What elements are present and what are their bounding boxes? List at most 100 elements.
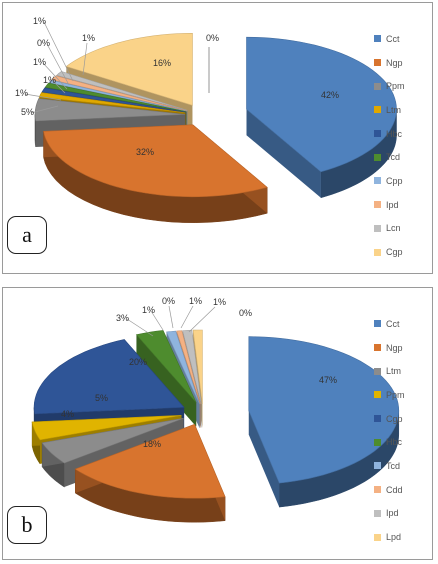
legend-item-lcn: Lcn: [374, 217, 426, 241]
legend-swatch: [374, 82, 381, 90]
data-label-cct: 47%: [319, 375, 337, 385]
slice-ngp: [43, 124, 268, 223]
legend-item-ppm: Ppm: [374, 383, 426, 407]
legend-item-ipd: Ipd: [374, 193, 426, 217]
legend-swatch: [374, 367, 381, 375]
legend-swatch: [374, 224, 381, 232]
legend-label: Ltm: [386, 104, 402, 115]
legend-label: Ipd: [386, 199, 399, 210]
legend-swatch: [374, 320, 381, 328]
legend-item-ngp: Ngp: [374, 336, 426, 360]
data-label-hbc: 3%: [116, 313, 129, 323]
leader-line: [150, 310, 164, 331]
data-label-ltm: 1%: [15, 88, 28, 98]
legend-item-ltm: Ltm: [374, 98, 426, 122]
slice-cct: [246, 36, 397, 199]
legend-label: Ipd: [386, 508, 399, 519]
legend-label: Cgp: [386, 413, 403, 424]
legend-swatch: [374, 344, 381, 352]
leader-line: [24, 93, 62, 101]
legend-swatch: [374, 415, 381, 423]
leader-line: [82, 42, 88, 76]
legend-label: Ngp: [386, 57, 403, 68]
legend-swatch: [374, 59, 381, 67]
chart-panel-a: 42% 32% 5% 1% 1% 1% 0% 1% 1% 16% 0% Cct Ngp Ppm Ltm Hb…: [2, 2, 433, 274]
legend-swatch: [374, 153, 381, 161]
slice-hbc: [135, 330, 197, 427]
data-label-cdd: 0%: [162, 296, 175, 306]
data-label-ngp: 18%: [143, 439, 161, 449]
legend-item-ppm: Ppm: [374, 74, 426, 98]
data-label-extra: 0%: [206, 33, 219, 43]
legend-label: Lcn: [386, 223, 401, 234]
data-label-cpp: 0%: [37, 38, 50, 48]
legend-a: Cct Ngp Ppm Ltm Hbc Tcd Cpp Ipd Lcn Cgp: [374, 27, 426, 264]
legend-swatch: [374, 130, 381, 138]
legend-label: Ngp: [386, 342, 403, 353]
legend-label: Cdd: [386, 484, 403, 495]
legend-label: Cct: [386, 33, 400, 44]
legend-label: Tcd: [386, 460, 401, 471]
legend-item-cgp: Cgp: [374, 407, 426, 431]
legend-swatch: [374, 177, 381, 185]
data-label-lpd: 1%: [213, 297, 226, 307]
legend-item-ltm: Ltm: [374, 359, 426, 383]
data-label-cgp: 16%: [153, 58, 171, 68]
legend-b: Cct Ngp Ltm Ppm Cgp Hbc Tcd Cdd Ipd Lpd: [374, 312, 426, 549]
legend-item-lpd: Lpd: [374, 525, 426, 549]
panel-label-a: a: [7, 216, 47, 254]
data-label-cgp: 20%: [129, 357, 147, 367]
legend-label: Ppm: [386, 81, 405, 92]
legend-label: Hbc: [386, 437, 403, 448]
legend-item-hbc: Hbc: [374, 122, 426, 146]
legend-item-ipd: Ipd: [374, 502, 426, 526]
legend-swatch: [374, 35, 381, 43]
chart-panel-b: 47% 18% 5% 4% 20% 3% 1% 0% 1% 1% 0% Cct Ngp Ltm Ppm Cg…: [2, 287, 433, 560]
legend-swatch: [374, 106, 381, 114]
legend-item-cct: Cct: [374, 27, 426, 51]
legend-label: Cpp: [386, 175, 403, 186]
data-label-tcd: 1%: [33, 57, 46, 67]
leader-line: [126, 318, 154, 337]
legend-item-cgp: Cgp: [374, 240, 426, 264]
legend-label: Lpd: [386, 532, 402, 543]
data-label-ppm: 4%: [61, 409, 74, 419]
leader-line: [42, 62, 68, 90]
legend-swatch: [374, 438, 381, 446]
data-label-hbc: 1%: [43, 75, 56, 85]
legend-swatch: [374, 248, 381, 256]
leader-line: [43, 21, 74, 82]
legend-swatch: [374, 201, 381, 209]
leader-line: [30, 105, 59, 114]
data-label-ltm: 5%: [95, 393, 108, 403]
slice-cct: [248, 336, 400, 508]
legend-item-tcd: Tcd: [374, 454, 426, 478]
data-label-lcn: 1%: [82, 33, 95, 43]
legend-item-cdd: Cdd: [374, 478, 426, 502]
legend-item-hbc: Hbc: [374, 430, 426, 454]
data-label-ngp: 32%: [136, 147, 154, 157]
legend-item-ngp: Ngp: [374, 51, 426, 75]
leader-line: [46, 43, 70, 86]
leader-line: [168, 305, 174, 329]
legend-label: Ppm: [386, 389, 405, 400]
leader-line: [180, 305, 194, 329]
data-label-extra: 0%: [239, 308, 252, 318]
legend-swatch: [374, 533, 381, 541]
data-label-ipd: 1%: [189, 296, 202, 306]
legend-label: Hbc: [386, 128, 403, 139]
legend-swatch: [374, 391, 381, 399]
legend-label: Cct: [386, 318, 400, 329]
leader-line: [188, 306, 216, 333]
legend-item-cpp: Cpp: [374, 169, 426, 193]
legend-swatch: [374, 509, 381, 517]
data-label-tcd: 1%: [142, 305, 155, 315]
pie-chart-a: 42% 32% 5% 1% 1% 1% 0% 1% 1% 16% 0%: [15, 16, 397, 223]
legend-swatch: [374, 486, 381, 494]
legend-label: Cgp: [386, 247, 403, 258]
legend-label: Tcd: [386, 152, 401, 163]
data-label-ipd: 1%: [33, 16, 46, 26]
data-label-ppm: 5%: [21, 107, 34, 117]
legend-item-tcd: Tcd: [374, 145, 426, 169]
legend-item-cct: Cct: [374, 312, 426, 336]
